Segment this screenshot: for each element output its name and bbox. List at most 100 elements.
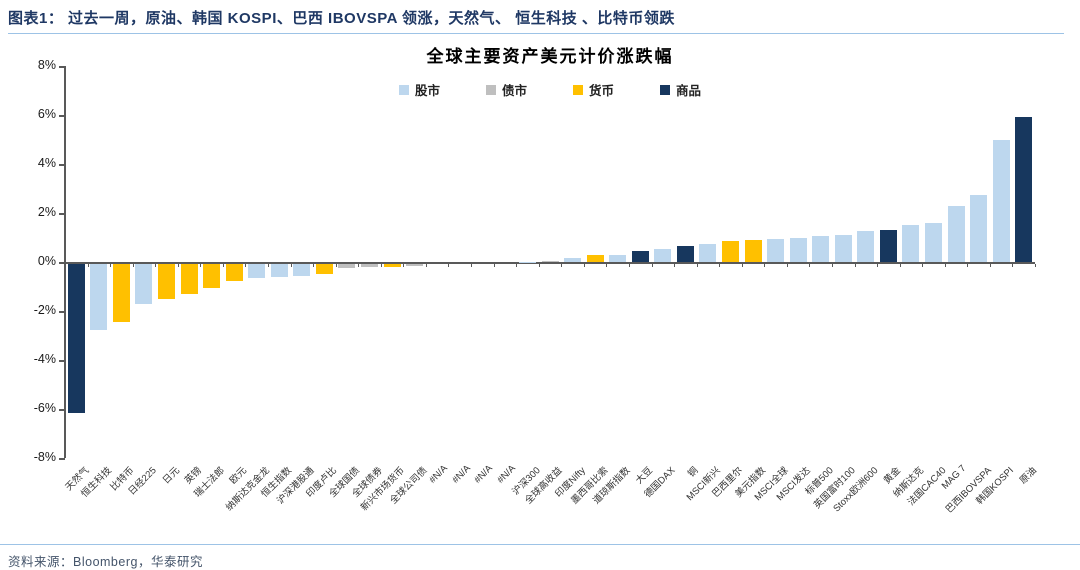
- bar-bond: [338, 263, 356, 268]
- x-axis-tick: [155, 263, 157, 267]
- bar-commodity: [676, 246, 694, 262]
- x-axis-tick: [448, 263, 450, 267]
- x-axis-tick: [786, 263, 788, 267]
- bar-currency: [225, 263, 243, 281]
- bar-stock: [699, 243, 717, 262]
- header-divider: [8, 33, 1064, 34]
- bar-commodity: [631, 250, 649, 262]
- x-axis-tick: [696, 263, 698, 267]
- x-axis-tick: [87, 263, 89, 267]
- bar-stock: [270, 263, 288, 278]
- bar-stock: [947, 205, 965, 262]
- source-note: 资料来源：Bloomberg，华泰研究: [8, 555, 203, 569]
- bar-stock: [902, 225, 920, 262]
- legend-item: 债市: [485, 80, 527, 99]
- x-axis-tick: [674, 263, 676, 267]
- bar-stock: [293, 263, 311, 277]
- x-axis-tick: [583, 263, 585, 267]
- x-axis-tick: [606, 263, 608, 267]
- bar-stock: [248, 263, 266, 279]
- bar-bond: [541, 261, 559, 262]
- y-axis-tick: [59, 458, 65, 460]
- bar-stock: [654, 248, 672, 262]
- bar-currency: [744, 240, 762, 262]
- x-axis-tick: [132, 263, 134, 267]
- bar-currency: [383, 263, 401, 267]
- x-tick-label: 原油: [1017, 465, 1039, 487]
- y-tick-label: -2%: [33, 303, 56, 317]
- legend-swatch-icon: [485, 84, 496, 95]
- x-axis-tick: [561, 263, 563, 267]
- legend-item: 商品: [660, 80, 701, 99]
- bar-stock: [564, 258, 582, 262]
- bar-currency: [721, 241, 739, 262]
- x-axis-tick: [741, 263, 743, 267]
- y-tick-label: 8%: [37, 58, 56, 72]
- y-axis-tick: [59, 213, 65, 215]
- legend-swatch-icon: [660, 84, 671, 95]
- bar-bond: [361, 263, 379, 268]
- y-axis-tick: [59, 311, 65, 313]
- bar-commodity: [67, 263, 85, 413]
- x-axis-tick: [222, 263, 224, 267]
- legend-label: 商品: [676, 84, 702, 98]
- legend-label: 股市: [414, 84, 440, 98]
- y-axis-tick: [59, 164, 65, 166]
- bar-stock: [135, 263, 153, 304]
- x-axis-tick: [899, 263, 901, 267]
- y-tick-label: -4%: [33, 352, 56, 366]
- x-axis-tick: [200, 263, 202, 267]
- x-axis-tick: [493, 263, 495, 267]
- x-axis-tick: [922, 263, 924, 267]
- x-axis-tick: [967, 263, 969, 267]
- bar-bond: [406, 263, 424, 266]
- x-axis-tick: [516, 263, 518, 267]
- x-axis-tick: [877, 263, 879, 267]
- bar-stock: [992, 139, 1010, 262]
- legend-label: 债市: [501, 84, 527, 98]
- bar-currency: [203, 263, 221, 288]
- y-axis-tick: [59, 262, 65, 264]
- bar-stock: [857, 231, 875, 262]
- legend-swatch-icon: [398, 84, 409, 95]
- x-axis-tick: [110, 263, 112, 267]
- x-axis-tick: [764, 263, 766, 267]
- y-tick-label: 0%: [37, 254, 56, 268]
- bar-stock: [924, 222, 942, 262]
- bar-currency: [586, 255, 604, 262]
- bar-commodity: [879, 230, 897, 262]
- figure-header: 图表1： 过去一周，原油、韩国 KOSPI、巴西 IBOVSPA 领涨，天然气、…: [8, 10, 675, 27]
- chart-title: 全球主要资产美元计价涨跌幅: [426, 47, 674, 66]
- bar-currency: [315, 263, 333, 274]
- y-tick-label: 6%: [37, 107, 56, 121]
- x-axis-tick: [380, 263, 382, 267]
- x-axis-tick: [854, 263, 856, 267]
- y-axis-tick: [59, 360, 65, 362]
- x-axis-tick: [245, 263, 247, 267]
- x-axis-tick: [809, 263, 811, 267]
- legend-item: 股市: [398, 80, 440, 99]
- x-axis-tick: [65, 263, 66, 267]
- x-axis-tick: [651, 263, 653, 267]
- x-axis-tick: [290, 263, 292, 267]
- y-tick-label: 4%: [37, 156, 56, 170]
- x-axis-tick: [719, 263, 721, 267]
- x-tick-label: #N/A: [449, 463, 473, 486]
- x-tick-label: #N/A: [427, 463, 450, 486]
- legend-item: 货币: [573, 80, 614, 99]
- x-axis-tick: [471, 263, 473, 267]
- x-axis-tick: [335, 263, 337, 267]
- bar-commodity: [1015, 117, 1033, 262]
- x-axis-tick: [989, 263, 991, 267]
- x-axis-tick: [1035, 263, 1036, 267]
- x-axis-tick: [358, 263, 360, 267]
- x-tick-label: #N/A: [472, 463, 496, 486]
- bar-stock: [90, 263, 108, 330]
- bar-stock: [812, 236, 830, 262]
- bar-currency: [112, 263, 130, 323]
- x-axis-tick: [831, 263, 833, 267]
- bar-currency: [158, 263, 175, 300]
- x-axis-tick: [944, 263, 946, 267]
- y-tick-label: 2%: [37, 205, 56, 219]
